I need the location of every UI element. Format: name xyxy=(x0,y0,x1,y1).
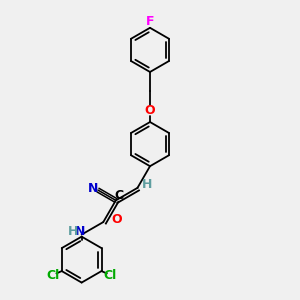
Text: N: N xyxy=(88,182,99,195)
Text: Cl: Cl xyxy=(104,269,117,282)
Text: Cl: Cl xyxy=(46,269,59,282)
Text: N: N xyxy=(75,224,85,238)
Text: C: C xyxy=(114,190,123,202)
Text: F: F xyxy=(146,15,154,28)
Text: H: H xyxy=(142,178,152,191)
Text: H: H xyxy=(68,224,78,238)
Text: O: O xyxy=(145,104,155,117)
Text: O: O xyxy=(111,213,122,226)
